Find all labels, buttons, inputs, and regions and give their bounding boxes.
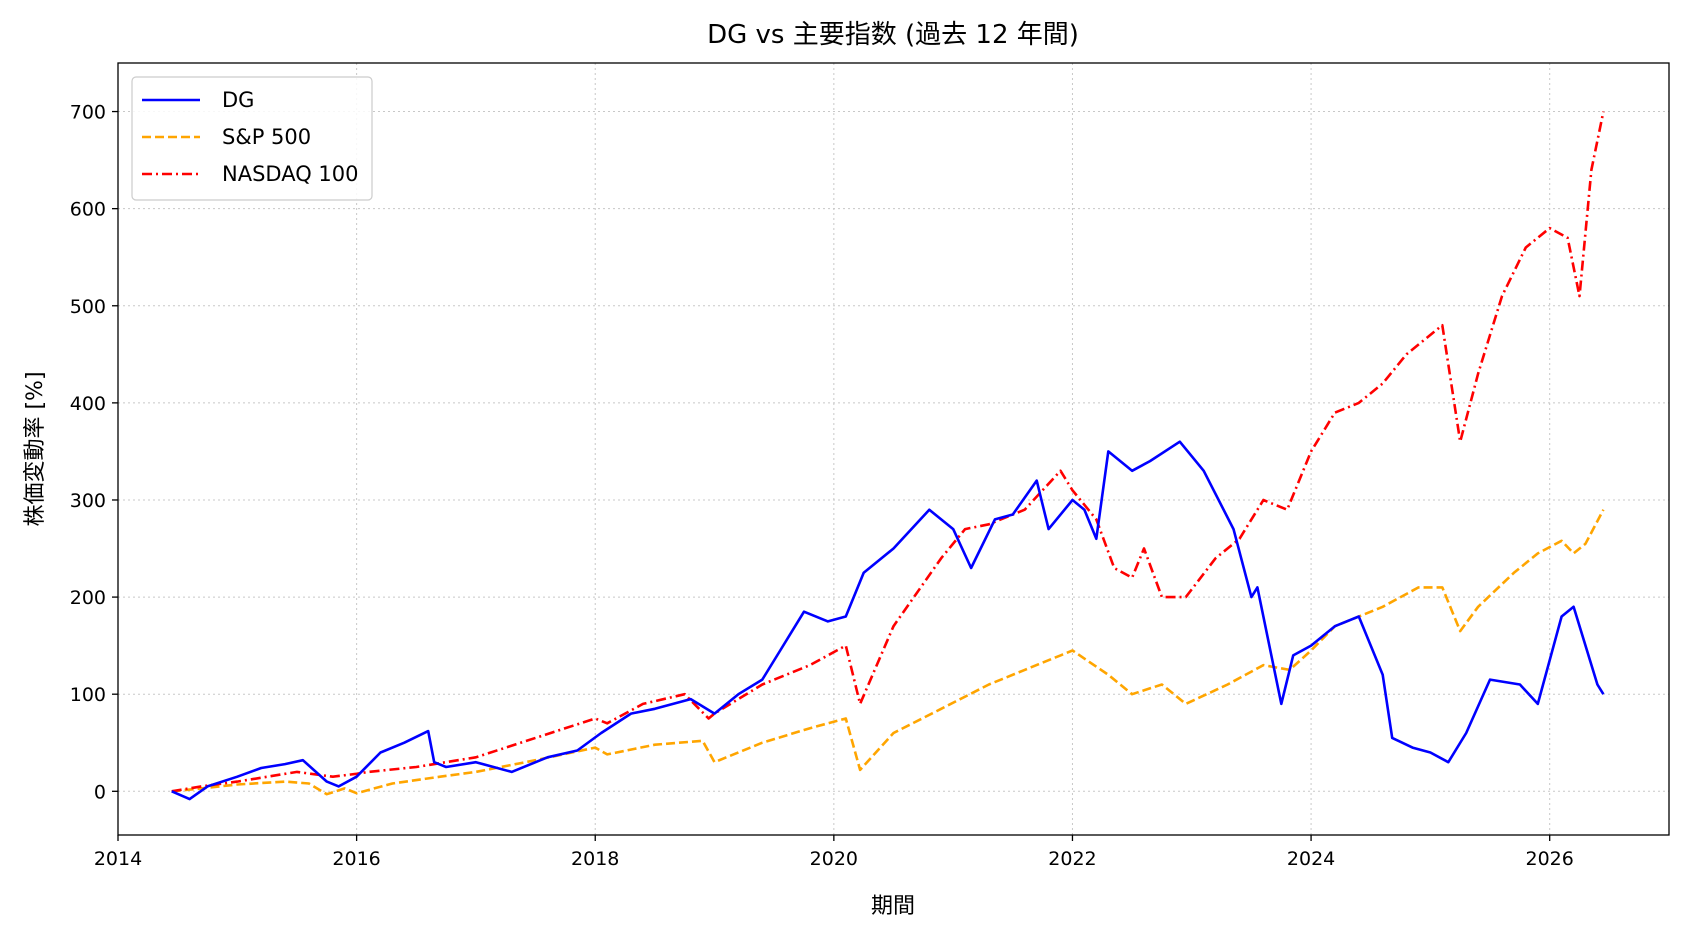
y-tick-label: 500	[70, 296, 106, 318]
y-axis-ticks: 0 100 200 300 400 500 600 700	[70, 102, 118, 803]
legend-label: NASDAQ 100	[222, 162, 359, 186]
y-tick-label: 0	[94, 781, 106, 803]
x-tick-label: 2022	[1048, 848, 1096, 870]
y-tick-label: 400	[70, 393, 106, 415]
x-axis-ticks: 2014 2016 2018 2020 2022 2024 2026	[94, 835, 1574, 870]
legend-label: S&P 500	[222, 125, 311, 149]
x-tick-label: 2016	[332, 848, 380, 870]
legend: DG S&P 500 NASDAQ 100	[131, 76, 373, 201]
x-axis-label: 期間	[871, 894, 915, 919]
plot-frame	[117, 62, 1670, 836]
y-tick-label: 300	[70, 490, 106, 512]
y-tick-label: 700	[70, 102, 106, 124]
y-tick-label: 600	[70, 199, 106, 221]
x-tick-label: 2026	[1526, 848, 1574, 870]
x-tick-label: 2024	[1287, 848, 1335, 870]
y-tick-label: 200	[70, 587, 106, 609]
grid	[117, 63, 1669, 835]
x-tick-label: 2018	[571, 848, 619, 870]
y-tick-label: 100	[70, 684, 106, 706]
legend-box	[131, 76, 373, 201]
legend-label: DG	[222, 88, 254, 112]
series-line-0	[171, 440, 1605, 801]
series-line-2	[171, 111, 1605, 793]
x-tick-label: 2014	[94, 848, 142, 870]
x-tick-label: 2020	[810, 848, 858, 870]
series-line-1	[171, 509, 1605, 796]
y-axis-label: 株価変動率 [%]	[23, 371, 48, 526]
chart-title: DG vs 主要指数 (過去 12 年間)	[707, 20, 1079, 50]
series-lines	[171, 111, 1605, 801]
